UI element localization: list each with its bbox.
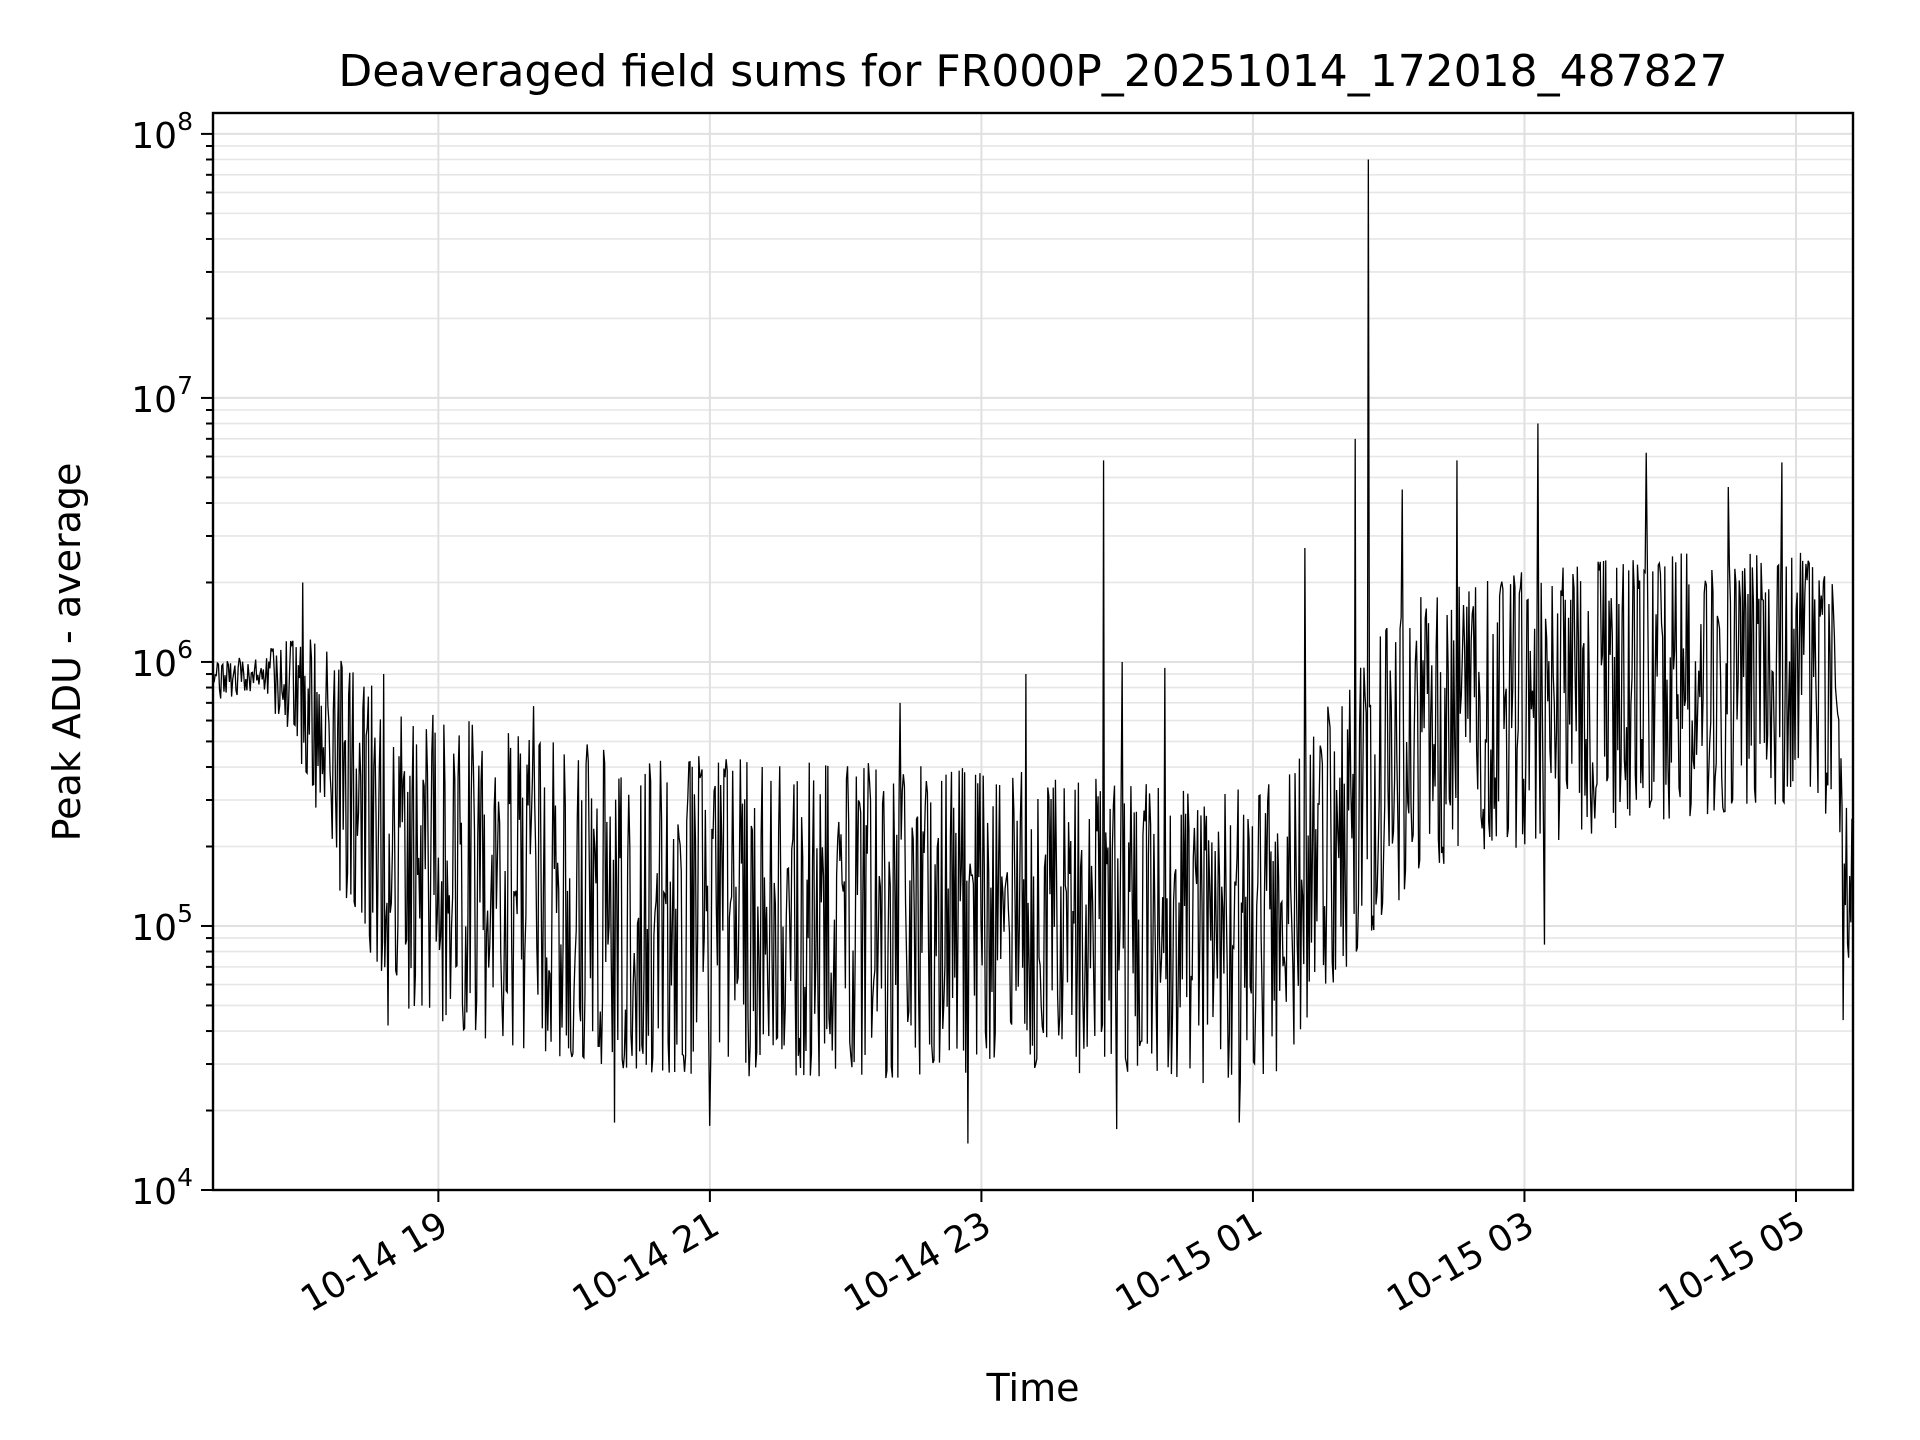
y-tick-label: 107	[131, 371, 193, 421]
y-tick-label: 105	[131, 899, 193, 949]
series-line	[212, 159, 1854, 1144]
plot-frame	[211, 111, 1855, 1192]
x-tick-label: 10-15 05	[1652, 1204, 1813, 1320]
y-tick-label: 106	[131, 635, 193, 685]
y-tick-label: 108	[131, 107, 193, 157]
y-tick-label: 104	[131, 1163, 193, 1213]
chart-title: Deaveraged field sums for FR000P_2025101…	[338, 46, 1727, 97]
x-tick-label: 10-15 03	[1380, 1204, 1541, 1320]
x-axis-label: Time	[986, 1366, 1080, 1410]
x-tick-label: 10-14 23	[837, 1204, 998, 1320]
y-axis-label: Peak ADU - average	[45, 463, 89, 842]
x-tick-label: 10-14 19	[294, 1204, 455, 1320]
x-tick-label: 10-14 21	[566, 1204, 727, 1320]
x-tick-label: 10-15 01	[1109, 1204, 1270, 1320]
